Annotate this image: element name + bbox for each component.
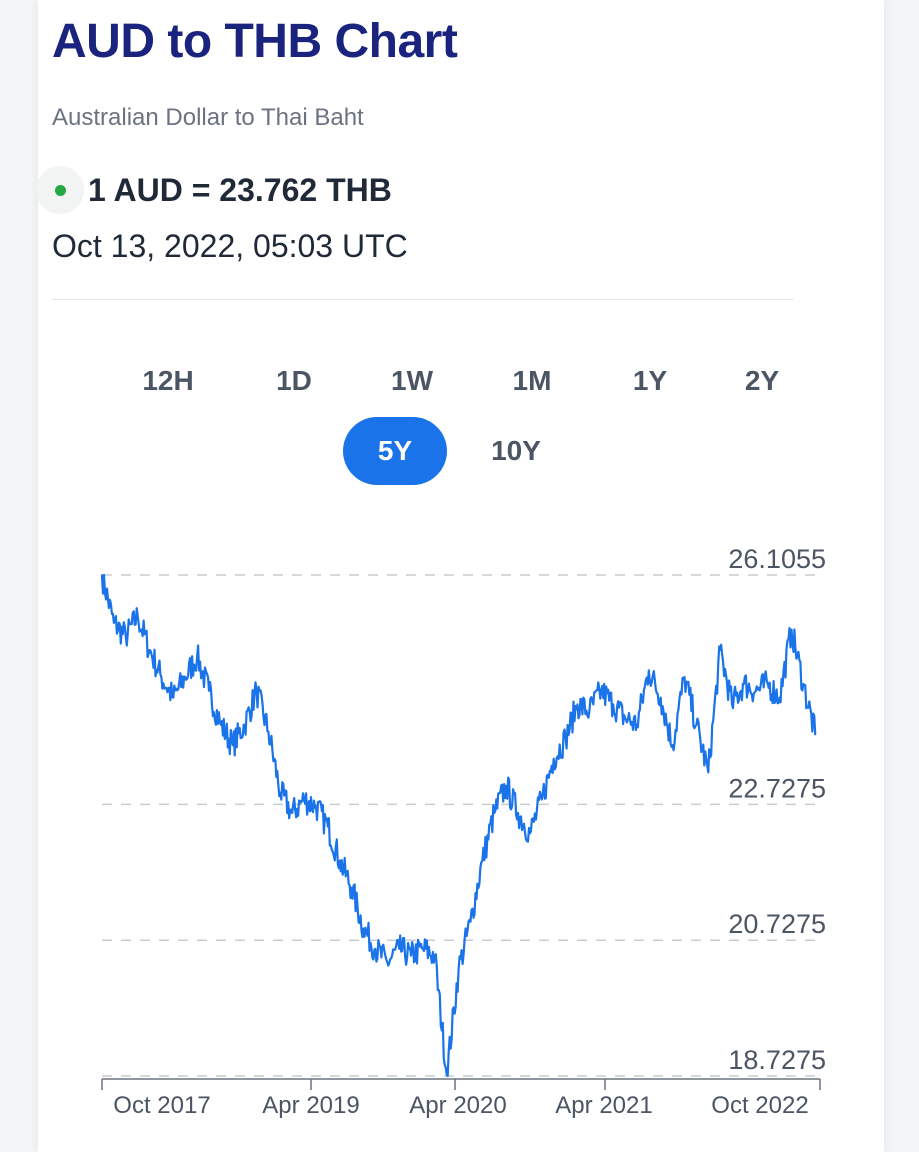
x-tick-label: Apr 2019 xyxy=(262,1092,359,1119)
y-tick-label: 22.7275 xyxy=(728,773,826,803)
x-axis: Oct 2017 Apr 2019 Apr 2020 Apr 2021 Oct 2022 xyxy=(101,1078,821,1119)
divider xyxy=(52,299,794,300)
range-button-1y[interactable]: 1Y xyxy=(598,347,702,415)
chart-card xyxy=(38,0,884,1152)
page-title: AUD to THB Chart xyxy=(52,15,458,68)
rate-timestamp: Oct 13, 2022, 05:03 UTC xyxy=(52,228,408,264)
range-button-2y[interactable]: 2Y xyxy=(710,347,814,415)
range-button-1w[interactable]: 1W xyxy=(360,347,464,415)
range-button-1d[interactable]: 1D xyxy=(242,347,346,415)
y-tick-label: 20.7275 xyxy=(728,909,826,939)
y-tick-label: 18.7275 xyxy=(728,1045,826,1075)
x-tick-label: Oct 2017 xyxy=(113,1092,210,1119)
range-button-1m[interactable]: 1M xyxy=(480,347,584,415)
series-line xyxy=(100,573,817,1078)
exchange-rate: 1 AUD = 23.762 THB xyxy=(88,171,392,208)
range-button-5y[interactable]: 5Y xyxy=(343,417,447,485)
chart-grid: 26.1055 22.7275 20.7275 18.7275 xyxy=(102,544,826,1077)
x-tick-label: Oct 2022 xyxy=(711,1092,808,1119)
x-tick-label: Apr 2020 xyxy=(409,1092,506,1119)
live-dot-icon xyxy=(54,184,66,196)
page-subtitle: Australian Dollar to Thai Baht xyxy=(52,104,364,131)
x-tick-label: Apr 2021 xyxy=(555,1092,652,1119)
live-indicator xyxy=(36,166,84,214)
chart-line-layer xyxy=(100,573,817,1078)
range-button-10y[interactable]: 10Y xyxy=(464,417,568,485)
range-button-12h[interactable]: 12H xyxy=(116,347,220,415)
rate-row: 1 AUD = 23.762 THB xyxy=(36,164,392,216)
y-tick-label: 26.1055 xyxy=(728,544,826,574)
